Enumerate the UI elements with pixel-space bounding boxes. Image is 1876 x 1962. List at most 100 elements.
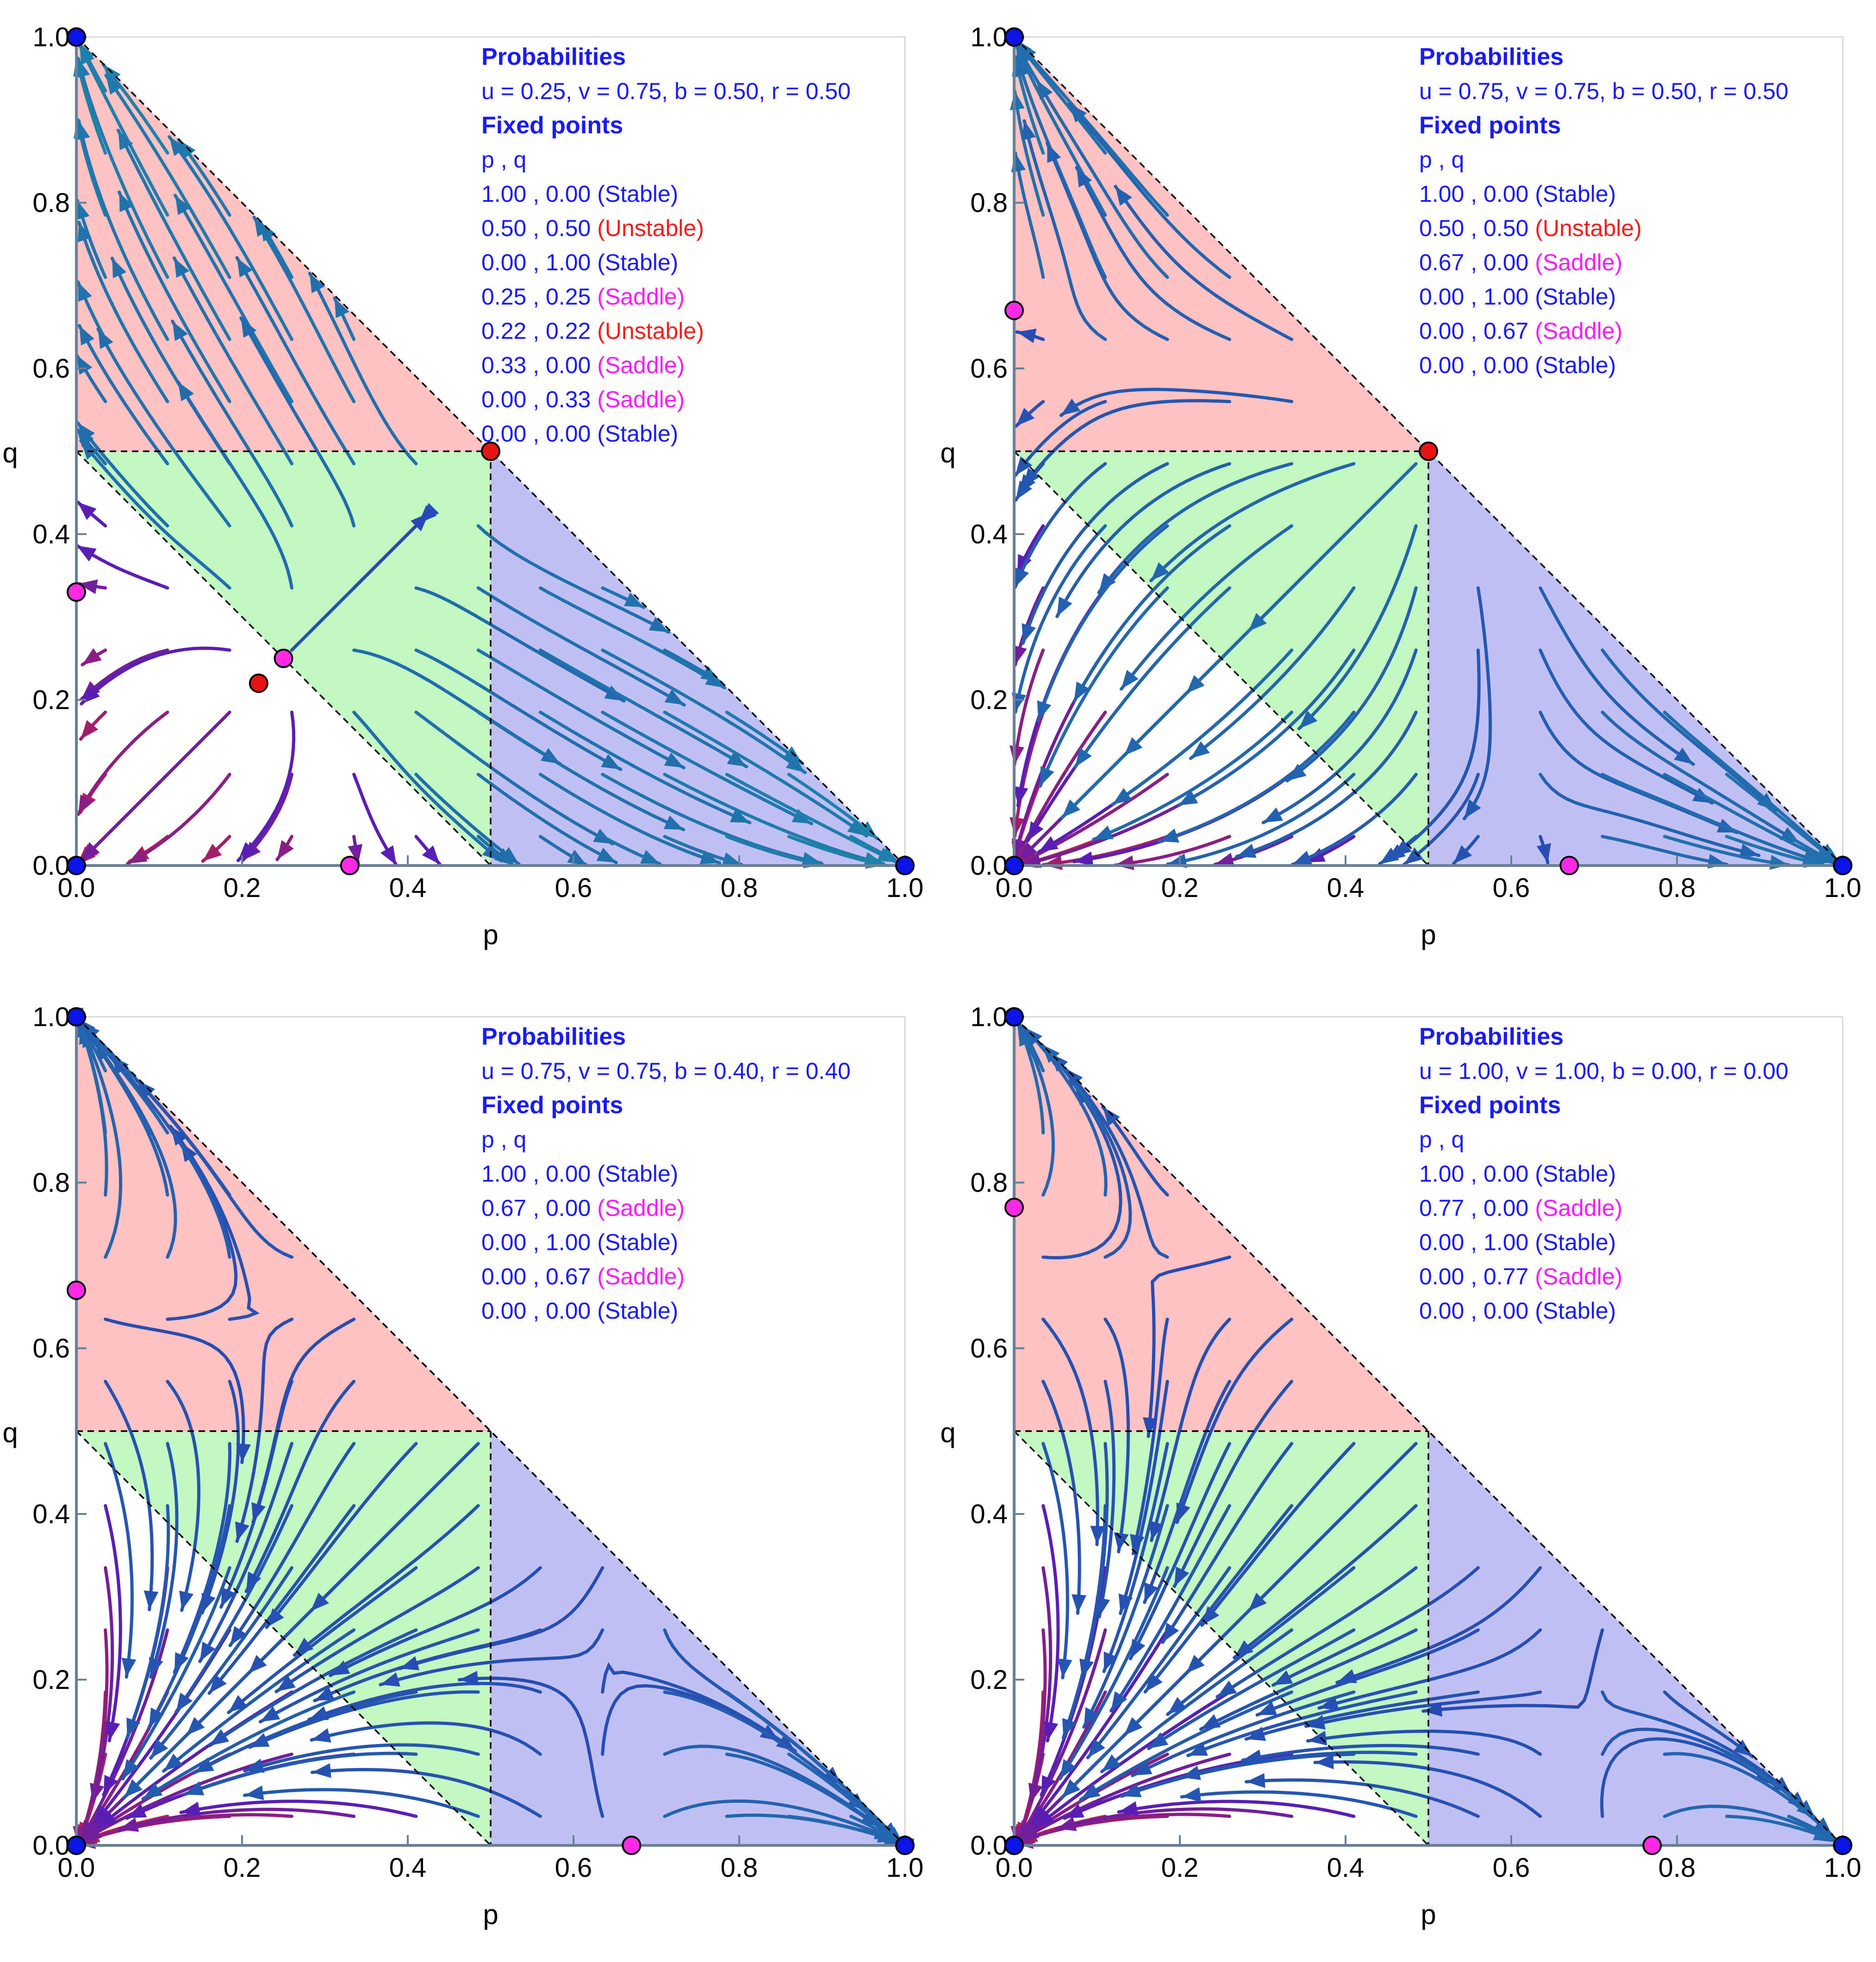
streamline-19 (125, 1504, 170, 1739)
streamline-81 (663, 710, 868, 838)
streamline-60 (1166, 1566, 1356, 1716)
y-axis-label: q (940, 437, 955, 468)
streamline-73 (1391, 648, 1481, 859)
streamline-arrowhead-60 (1190, 741, 1210, 759)
x-tick-label-2: 0.4 (389, 873, 427, 903)
streamline-arrowhead-55 (251, 1502, 266, 1522)
y-tick-label-4: 0.8 (32, 188, 70, 218)
x-tick-label-2: 0.4 (1327, 873, 1365, 903)
streamline-6 (1041, 1504, 1060, 1743)
fixed-point-coords-3: 0.00 , 0.77 (1419, 1264, 1535, 1289)
streamline-66 (476, 648, 686, 770)
streamline-35 (104, 74, 231, 279)
x-tick-label-4: 0.8 (1658, 1853, 1696, 1883)
streamline-21 (166, 1380, 201, 1612)
y-axis-label: q (2, 1417, 18, 1448)
streamline-4 (1013, 648, 1045, 766)
streamline-71 (538, 710, 752, 824)
streamline-arrowhead-89 (1818, 1825, 1838, 1842)
fixed-point-type-4: (Saddle) (1535, 318, 1622, 344)
streamline-34 (1131, 1317, 1169, 1556)
fixed-point-coords-1: 0.50 , 0.50 (1419, 215, 1535, 241)
streamline-23 (76, 56, 169, 279)
streamline-arrowhead-60 (1167, 1697, 1187, 1714)
streamline-arrowhead-5 (1028, 1782, 1043, 1803)
info-line-2: Fixed points (1419, 112, 1561, 139)
streamline-47 (1055, 1807, 1294, 1831)
streamline-28 (80, 710, 231, 862)
y-tick-label-3: 0.6 (32, 354, 70, 384)
fixed-point-label-1: 0.50 , 0.50 (Unstable) (1419, 215, 1642, 241)
streamline-arrowhead-51 (1124, 1717, 1143, 1736)
streamline-arrowhead-42 (1111, 1691, 1128, 1711)
streamline-arrowhead-86 (1733, 1739, 1753, 1757)
fixed-point-label-3: 0.00 , 1.00 (Stable) (1419, 284, 1616, 310)
streamline-arrowhead-75 (1315, 1754, 1334, 1769)
x-tick-label-5: 1.0 (886, 1853, 924, 1883)
fixed-point-marker-2 (67, 1007, 86, 1027)
streamline-54 (244, 1380, 356, 1593)
streamline-62 (1149, 462, 1356, 582)
streamline-31 (1036, 524, 1169, 722)
streamline-42 (1072, 524, 1231, 703)
fixed-point-marker-6 (67, 582, 86, 602)
streamline-82 (663, 1690, 868, 1813)
streamline-42 (1109, 1504, 1231, 1713)
fixed-point-type-3: (Stable) (1535, 284, 1616, 310)
streamline-60 (414, 586, 626, 703)
streamline-49 (141, 1690, 356, 1801)
fixed-point-marker-4 (1004, 1836, 1024, 1855)
streamline-arrowhead-43 (1130, 1638, 1146, 1659)
streamline-82 (1601, 710, 1801, 845)
streamline-arrowhead-62 (267, 1608, 284, 1627)
streamline-arrowhead-43 (174, 258, 190, 278)
streamline-53 (235, 256, 356, 466)
boundary-diagonal-inner (1013, 1430, 1429, 1846)
streamline-arrowhead-63 (1379, 847, 1399, 864)
streamline-arrowhead-38 (1019, 1825, 1040, 1841)
streamline-8 (104, 1380, 154, 1612)
fixed-point-marker-3 (67, 1280, 86, 1300)
streamline-arrowhead-62 (310, 273, 325, 293)
streamline-68 (1233, 1504, 1418, 1659)
streamline-arrowhead-79 (1337, 1669, 1357, 1683)
streamline-20 (149, 1442, 179, 1679)
streamline-arrowhead-18 (103, 1775, 118, 1795)
streamline-arrowhead-67 (276, 1675, 296, 1692)
streamline-44 (1021, 399, 1231, 489)
streamline-arrowhead-34 (1130, 1534, 1145, 1554)
boundary-hypotenuse (75, 1016, 906, 1846)
streamline-arrowhead-47 (119, 1817, 139, 1832)
fixed-point-marker-0 (1833, 1836, 1852, 1855)
streamline-arrowhead-59 (1148, 1732, 1169, 1749)
x-tick-label-1: 0.2 (1161, 1853, 1199, 1883)
streamline-34 (169, 1125, 260, 1321)
fixed-point-coords-2: 0.00 , 1.00 (1419, 1229, 1535, 1255)
streamline-59 (414, 648, 623, 771)
y-tick-label-1: 0.2 (970, 1665, 1008, 1695)
y-tick-label-3: 0.6 (32, 1333, 70, 1364)
streamline-arrowhead-21 (179, 1590, 194, 1611)
fixed-point-coords-7: 0.00 , 0.00 (481, 421, 597, 447)
streamline-arrowhead-52 (209, 1674, 227, 1694)
streamline-88 (1725, 772, 1843, 867)
streamline-arrowhead-47 (1215, 853, 1235, 867)
fixed-point-type-1: (Unstable) (597, 215, 704, 241)
fixed-point-marker-0 (1833, 856, 1852, 875)
streamline-arrowhead-42 (172, 321, 188, 341)
streamline-54 (1059, 387, 1294, 417)
streamline-22 (77, 119, 169, 341)
streamline-arrowhead-79 (722, 852, 742, 867)
streamline-45 (1075, 166, 1231, 341)
streamline-10 (81, 1026, 123, 1259)
streamline-arrowhead-31 (98, 329, 113, 349)
streamline-16 (76, 710, 169, 816)
streamline-33 (118, 190, 231, 404)
fixed-point-coords-0: 1.00 , 0.00 (1419, 1161, 1535, 1187)
streamline-arrowhead-9 (1090, 1526, 1105, 1545)
streamline-78 (379, 1628, 605, 1687)
streamline-arrowhead-79 (1674, 747, 1694, 765)
y-axis-label: q (2, 437, 18, 468)
x-tick-label-0: 0.0 (58, 873, 95, 903)
